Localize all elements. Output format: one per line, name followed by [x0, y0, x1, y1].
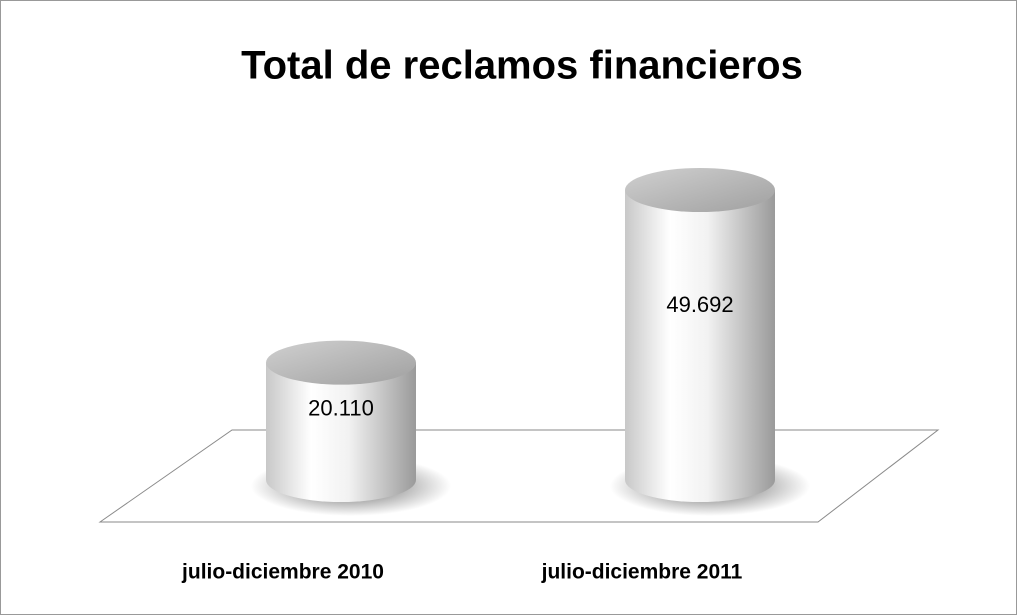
cylinder-body [625, 190, 775, 502]
cylinder-top [266, 340, 416, 385]
x-tick-label: julio-diciembre 2010 [181, 561, 384, 584]
chart-title: Total de reclamos financieros [241, 44, 803, 88]
x-tick-label: julio-diciembre 2011 [541, 561, 743, 584]
data-label: 49.692 [666, 292, 733, 317]
data-label: 20.110 [308, 395, 374, 420]
bar [266, 340, 416, 502]
cylinder-top [625, 168, 775, 212]
floor [98, 429, 940, 523]
bar [625, 168, 775, 502]
cylinder-body [266, 362, 416, 502]
